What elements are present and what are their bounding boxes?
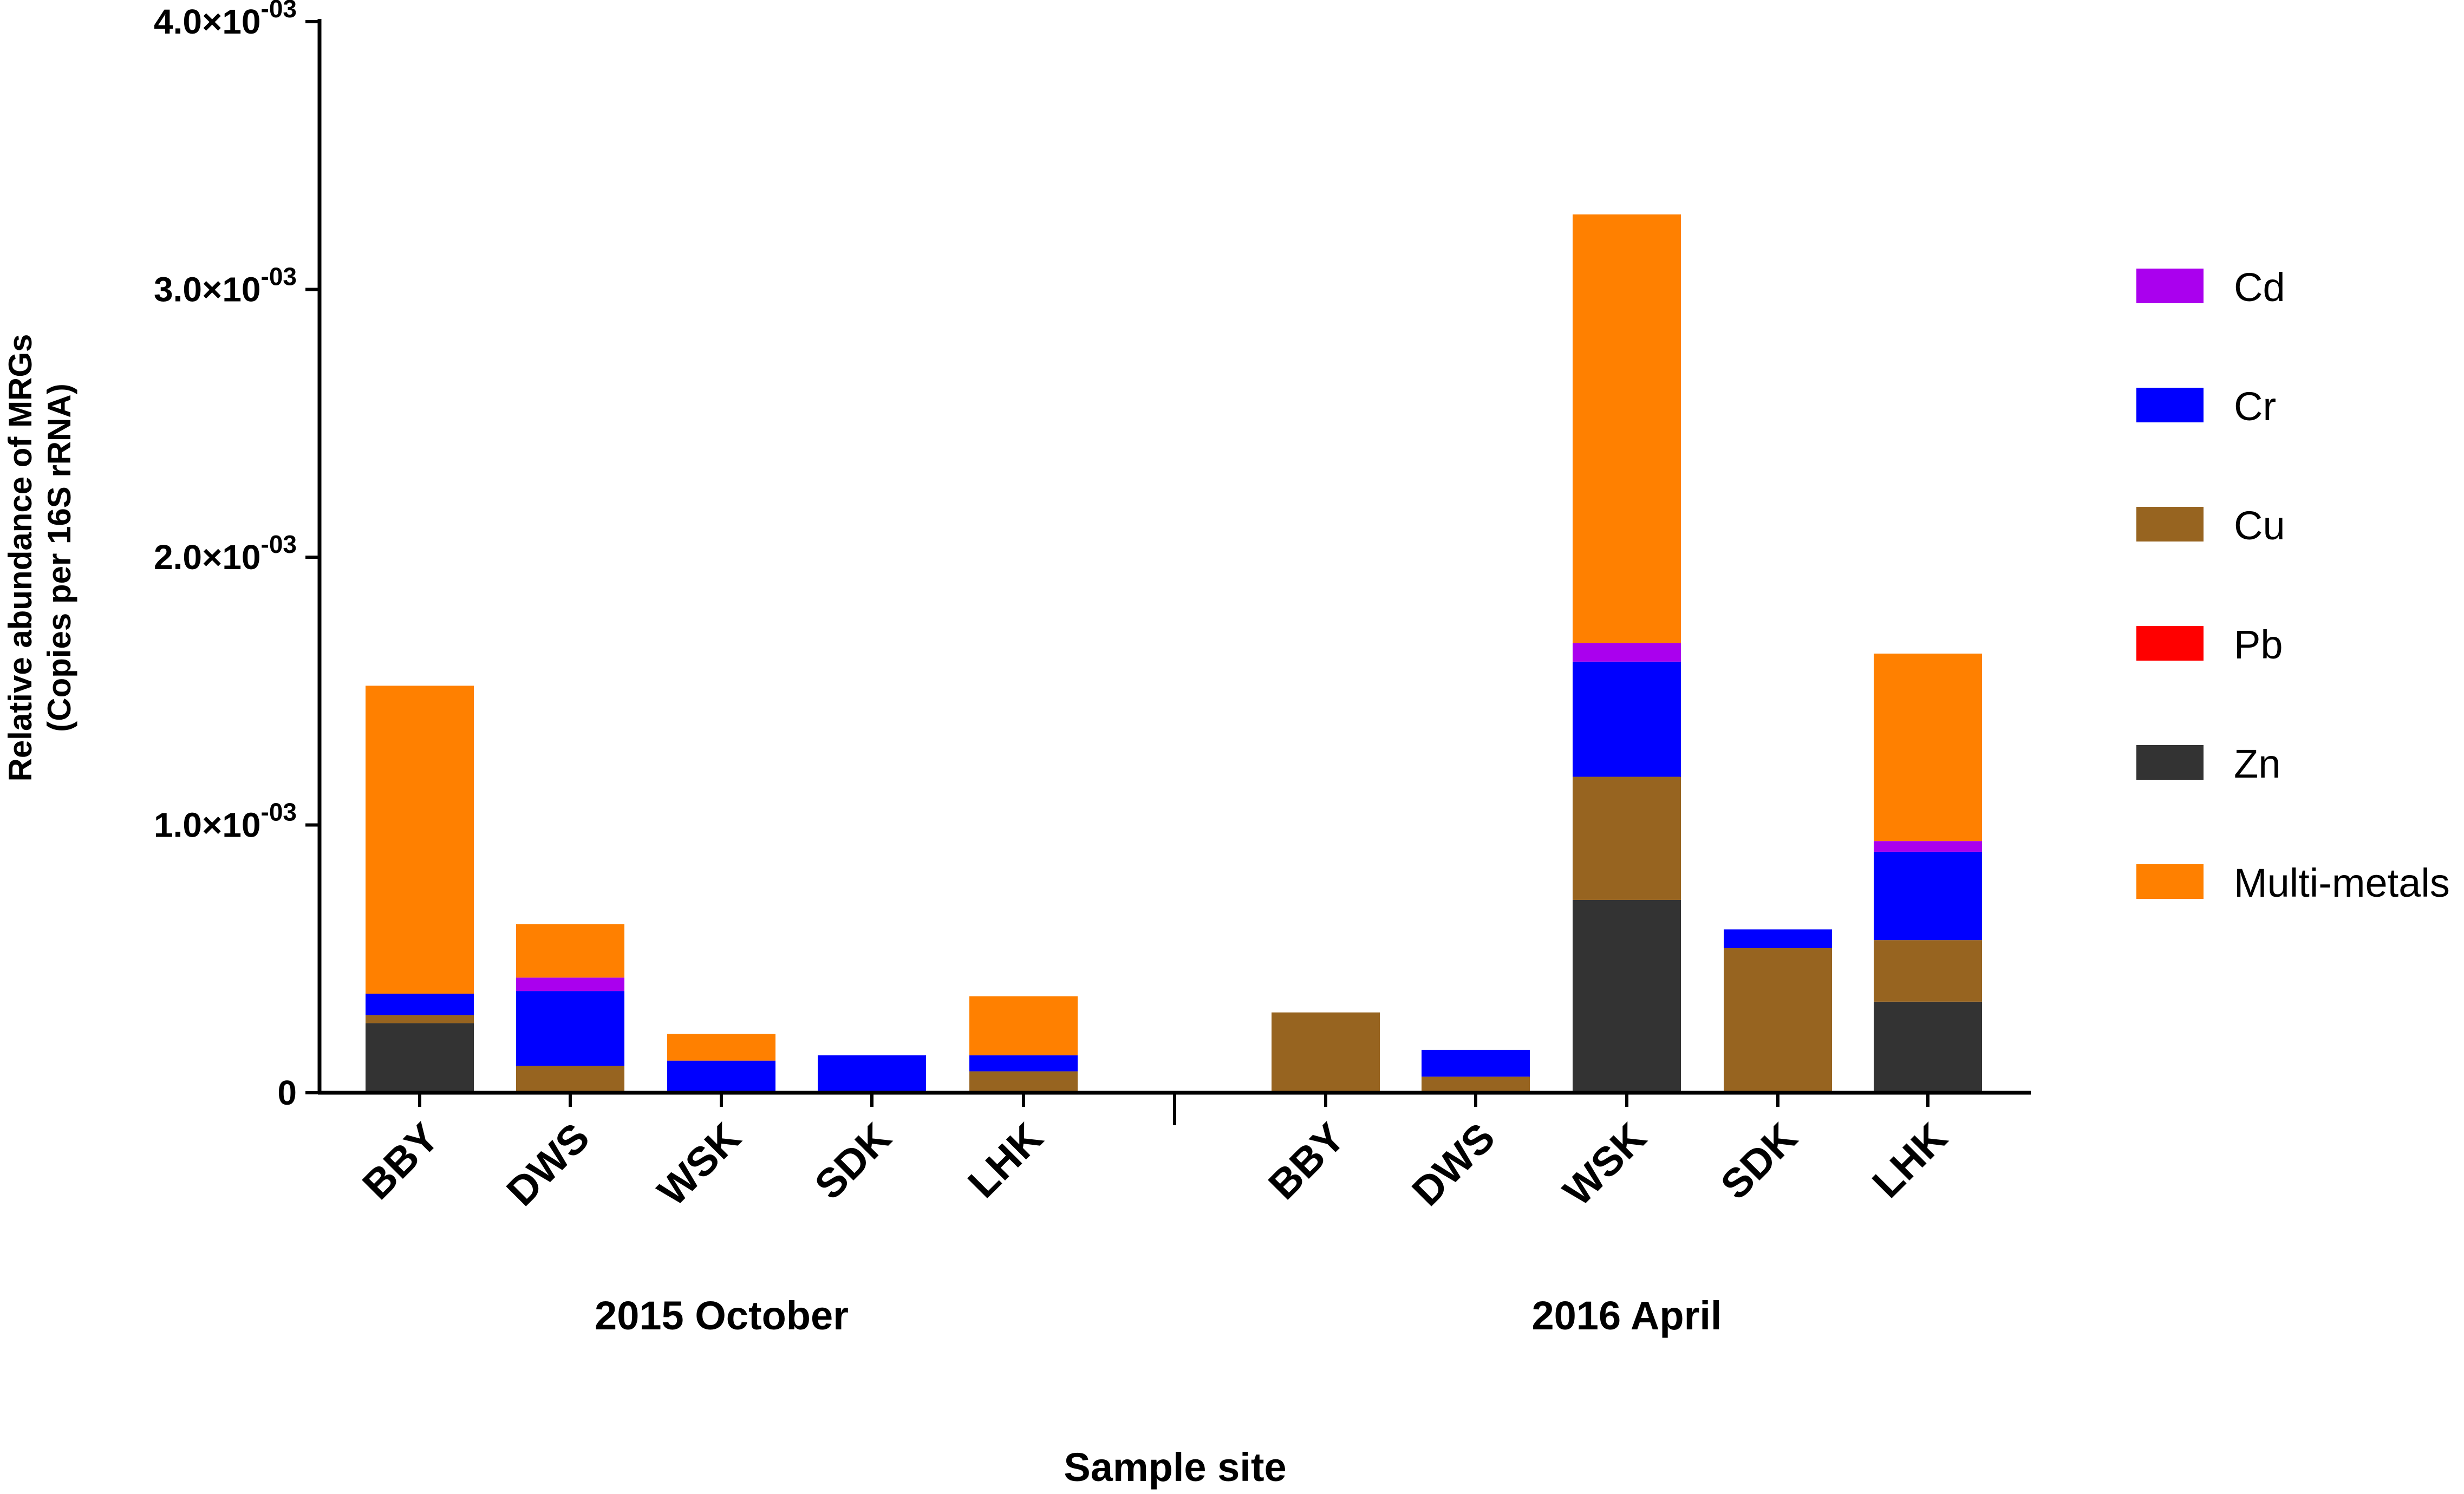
bar-segment-cr <box>1724 929 1832 948</box>
x-axis-title: Sample site <box>1064 1445 1286 1490</box>
group-label: 2015 October <box>595 1293 849 1338</box>
bar-segment-cu <box>969 1071 1078 1093</box>
bar-segment-multi-metals <box>366 686 474 994</box>
bar-segment-cu <box>1724 948 1832 1093</box>
legend-item-cu: Cu <box>2136 503 2285 548</box>
bar-segment-multi-metals <box>1573 214 1681 643</box>
bar-segment-zn <box>1573 899 1681 1093</box>
x-tick-label: LHK <box>1863 1114 1956 1207</box>
bar-segment-zn <box>1874 1001 1982 1093</box>
legend-swatch <box>2136 269 2204 303</box>
bar-segment-zn <box>366 1023 474 1093</box>
bar-segment-cu <box>1272 1012 1380 1093</box>
legend-label: Cd <box>2234 265 2285 310</box>
legend-label: Multi-metals <box>2234 860 2450 905</box>
bar-segment-cr <box>969 1055 1078 1072</box>
legend-label: Zn <box>2234 741 2280 786</box>
legend-swatch <box>2136 388 2204 422</box>
y-axis-title-line-2: (Copies per 16S rRNA) <box>41 383 77 732</box>
bar-segment-cr <box>1573 661 1681 777</box>
legend-label: Pb <box>2234 622 2283 667</box>
legend-swatch <box>2136 864 2204 899</box>
x-tick-label: BBY <box>1260 1114 1354 1209</box>
bar-segment-cu <box>366 1015 474 1023</box>
bar-segment-cr <box>1422 1049 1530 1077</box>
bar-segment-multi-metals <box>1874 654 1982 841</box>
y-axis: 0 1.0×10-03 2.0×10-03 3.0×10-03 4.0×10-03 <box>154 0 322 1112</box>
x-tick-label: BBY <box>354 1114 448 1209</box>
y-tick-label: 0 <box>277 1073 297 1112</box>
legend-swatch <box>2136 626 2204 661</box>
x-tick-label: SDK <box>806 1114 900 1209</box>
y-tick-label: 3.0×10-03 <box>154 263 297 309</box>
bar-segment-cr <box>667 1060 775 1093</box>
legend-item-pb: Pb <box>2136 622 2283 667</box>
bar-segment-multi-metals <box>969 996 1078 1055</box>
bar-segment-cd <box>1573 643 1681 662</box>
x-axis: BBY DWS WSK SDK LHK 2015 October BBY DWS WSK SDK L… <box>318 1091 2031 1338</box>
y-axis-title: Relative abundance of MRGs (Copies per 16… <box>2 334 77 782</box>
bar-segment-cd <box>516 977 624 991</box>
bar-segment-cr <box>818 1055 926 1093</box>
y-tick-label: 4.0×10-03 <box>154 0 297 41</box>
y-tick-label: 2.0×10-03 <box>154 530 297 577</box>
bar-segment-multi-metals <box>516 924 624 978</box>
legend-item-cd: Cd <box>2136 265 2285 310</box>
legend-label: Cu <box>2234 503 2285 548</box>
bar-segment-cu <box>516 1066 624 1093</box>
x-tick-label: WSK <box>649 1114 750 1215</box>
legend-swatch <box>2136 745 2204 780</box>
x-tick-label: LHK <box>959 1114 1052 1207</box>
y-axis-title-line-1: Relative abundance of MRGs <box>2 334 38 782</box>
group-label: 2016 April <box>1532 1293 1722 1338</box>
legend: Cd Cr Cu Pb Zn Multi-metals <box>2136 265 2450 905</box>
bar-segment-cu <box>1874 940 1982 1002</box>
bar-segment-multi-metals <box>667 1034 775 1061</box>
bar-segment-cu <box>1422 1077 1530 1093</box>
bar-segment-cu <box>1573 777 1681 900</box>
x-tick-label: DWS <box>498 1114 598 1215</box>
legend-item-multi-metals: Multi-metals <box>2136 860 2450 905</box>
bars <box>366 214 1982 1093</box>
legend-label: Cr <box>2234 384 2276 429</box>
y-tick-label: 1.0×10-03 <box>154 798 297 845</box>
bar-segment-cd <box>1874 841 1982 852</box>
bar-segment-cr <box>516 991 624 1066</box>
x-tick-label: SDK <box>1712 1114 1806 1209</box>
bar-segment-cr <box>366 994 474 1015</box>
x-tick-label: DWS <box>1404 1114 1504 1215</box>
legend-swatch <box>2136 507 2204 542</box>
bar-segment-cr <box>1874 851 1982 941</box>
legend-item-zn: Zn <box>2136 741 2280 786</box>
legend-item-cr: Cr <box>2136 384 2276 429</box>
x-tick-label: WSK <box>1555 1114 1655 1215</box>
